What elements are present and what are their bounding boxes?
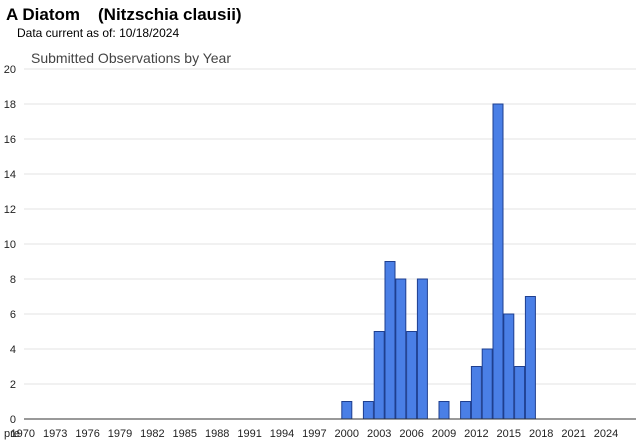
x-tick-label: 1976	[75, 428, 99, 440]
y-tick-label: 18	[4, 99, 16, 111]
bar-2000	[341, 401, 353, 420]
x-tick-label: 1994	[270, 428, 294, 440]
species-scientific-name: (Nitzschia clausii)	[98, 5, 242, 24]
bar-2003	[373, 331, 385, 420]
bar-2011	[460, 401, 472, 420]
x-tick-label: 1985	[173, 428, 197, 440]
x-tick-label: 1973	[43, 428, 67, 440]
bar-2006	[406, 331, 418, 420]
bar-2009	[438, 401, 450, 420]
data-current-line: Data current as of: 10/18/2024	[17, 26, 179, 40]
data-current-date: 10/18/2024	[119, 26, 180, 40]
x-tick-label: 2000	[335, 428, 359, 440]
species-title: A Diatom (Nitzschia clausii)	[6, 5, 242, 25]
y-tick-label: 0	[10, 414, 16, 426]
bar-2017	[524, 296, 536, 420]
x-tick-label: 2024	[594, 428, 618, 440]
y-tick-label: 12	[4, 204, 16, 216]
y-tick-label: 10	[4, 239, 16, 251]
y-tick-label: 4	[10, 344, 16, 356]
data-current-label: Data current as of:	[17, 26, 116, 40]
y-tick-label: 14	[4, 169, 16, 181]
x-tick-label: 1970	[11, 428, 35, 440]
chart-gridlines	[24, 68, 636, 385]
chart-bars	[341, 103, 536, 420]
bar-2012	[470, 366, 482, 420]
bar-2005	[395, 278, 407, 420]
bar-2002	[362, 401, 374, 420]
bar-2015	[503, 313, 515, 420]
x-tick-label: 2009	[432, 428, 456, 440]
x-tick-label: 2015	[497, 428, 521, 440]
bar-2013	[481, 348, 493, 420]
y-tick-label: 8	[10, 274, 16, 286]
y-tick-label: 20	[4, 64, 16, 76]
x-tick-label: 2021	[561, 428, 585, 440]
x-tick-label: 2006	[399, 428, 423, 440]
x-tick-label: 1982	[140, 428, 164, 440]
x-tick-label: 1991	[237, 428, 261, 440]
bar-2016	[514, 366, 526, 420]
x-tick-label: 1979	[108, 428, 132, 440]
bar-2014	[492, 103, 504, 420]
x-tick-label: 2012	[464, 428, 488, 440]
bar-2007	[416, 278, 428, 420]
y-tick-label: 6	[10, 309, 16, 321]
y-tick-label: 2	[10, 379, 16, 391]
x-tick-label: pre	[4, 428, 20, 440]
x-tick-label: 1997	[302, 428, 326, 440]
x-tick-label: 2003	[367, 428, 391, 440]
y-tick-label: 16	[4, 134, 16, 146]
x-tick-label: 1988	[205, 428, 229, 440]
x-tick-label: 2018	[529, 428, 553, 440]
y-axis-ticks: 0 2 4 6 8 10 12 14 16 18 20	[4, 64, 16, 426]
bar-2004	[384, 261, 396, 420]
chart-title: Submitted Observations by Year	[31, 50, 231, 66]
species-common-name: A Diatom	[6, 5, 80, 24]
